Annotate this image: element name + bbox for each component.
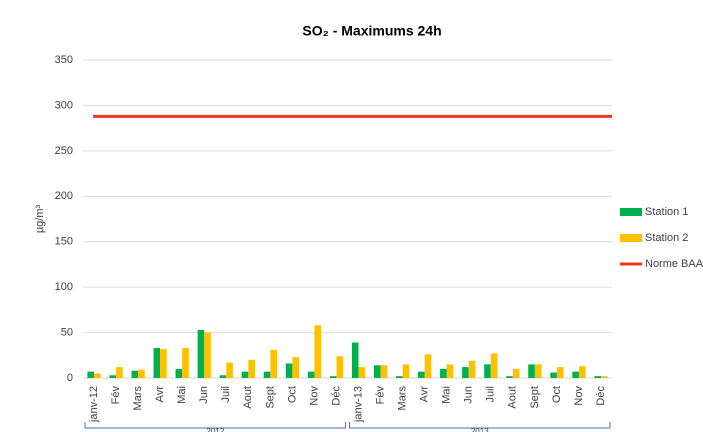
bar <box>336 356 344 378</box>
x-tick-label: Aout <box>242 386 254 409</box>
y-tick-label: 250 <box>55 145 73 157</box>
bar <box>241 371 249 378</box>
legend-swatch <box>620 234 642 242</box>
y-tick-label: 350 <box>55 54 73 66</box>
bar <box>600 376 608 378</box>
bar <box>424 354 432 378</box>
bar <box>440 368 447 378</box>
x-tick-label: Nov <box>573 386 585 406</box>
x-tick-label: Aout <box>507 386 519 409</box>
x-tick-label: Mai <box>176 386 188 404</box>
bar <box>292 357 300 378</box>
x-tick-label: Oct <box>286 386 298 403</box>
bar <box>263 371 271 378</box>
bar <box>94 373 101 378</box>
x-tick-label: Mars <box>397 386 409 411</box>
y-tick-label: 50 <box>61 326 73 338</box>
x-tick-label: Jun <box>198 386 210 404</box>
x-tick-label: Mars <box>132 386 144 411</box>
group-label: 2013 <box>471 427 489 432</box>
x-tick-label: Sept <box>529 386 541 409</box>
bar <box>512 368 520 378</box>
y-tick-label: 150 <box>55 236 73 248</box>
bar <box>556 367 564 378</box>
legend-label: Norme BAA <box>645 258 703 270</box>
bar <box>572 371 579 378</box>
bar <box>197 329 205 378</box>
bar <box>468 360 476 378</box>
x-tick-label: Fév <box>110 386 122 405</box>
x-tick-label: Avr <box>419 386 431 403</box>
x-tick-label: Juil <box>485 386 497 403</box>
group-bracket <box>84 422 346 429</box>
x-tick-label: Déc <box>330 386 342 406</box>
y-tick-label: 0 <box>67 372 73 384</box>
x-tick-label: Nov <box>308 386 320 406</box>
y-tick-label: 200 <box>55 190 73 202</box>
bar <box>534 364 542 378</box>
bar <box>248 359 255 378</box>
y-tick-label: 100 <box>55 281 73 293</box>
chart-title: SO₂ - Maximums 24h <box>302 23 441 39</box>
x-tick-label: Déc <box>595 386 607 406</box>
bar <box>131 370 139 378</box>
bar <box>395 376 403 378</box>
bar <box>153 348 161 378</box>
bar <box>550 372 557 378</box>
bar <box>226 362 233 378</box>
bar <box>373 365 381 378</box>
bar <box>109 375 117 378</box>
bar <box>594 376 601 378</box>
x-tick-label: Sept <box>264 386 276 409</box>
x-tick-label: janv-13 <box>352 386 364 423</box>
bar <box>270 349 277 378</box>
bar <box>484 364 491 378</box>
bar <box>506 376 513 378</box>
bar <box>219 375 227 378</box>
x-tick-label: Juil <box>220 386 232 403</box>
bar <box>380 365 388 378</box>
bar <box>578 366 586 378</box>
bar <box>528 364 535 378</box>
bar <box>138 369 145 378</box>
legend-label: Station 1 <box>645 206 688 218</box>
bar <box>418 371 425 378</box>
bar <box>446 364 454 378</box>
bar <box>182 348 189 378</box>
x-tick-label: Avr <box>154 386 166 403</box>
bar <box>87 371 95 378</box>
bar <box>329 376 337 378</box>
bar <box>358 367 366 378</box>
x-tick-label: Fév <box>374 386 386 405</box>
legend-swatch <box>620 208 642 216</box>
bar <box>402 364 410 378</box>
y-axis-label: µg/m³ <box>34 204 46 233</box>
bar <box>490 353 498 378</box>
bar <box>204 332 211 378</box>
legend-label: Station 2 <box>645 232 688 244</box>
bar <box>116 367 123 378</box>
bar <box>285 363 293 378</box>
bar <box>160 348 167 378</box>
group-label: 2012 <box>206 427 224 432</box>
group-bracket <box>349 422 611 429</box>
bar <box>307 371 315 378</box>
bar <box>351 342 359 378</box>
bar <box>175 368 183 378</box>
x-tick-label: Oct <box>551 386 563 403</box>
x-tick-label: janv-12 <box>88 386 100 423</box>
bar <box>462 367 469 378</box>
x-tick-label: Mai <box>441 386 453 404</box>
y-tick-label: 300 <box>55 99 73 111</box>
x-tick-label: Jun <box>463 386 475 404</box>
bar <box>314 325 322 378</box>
